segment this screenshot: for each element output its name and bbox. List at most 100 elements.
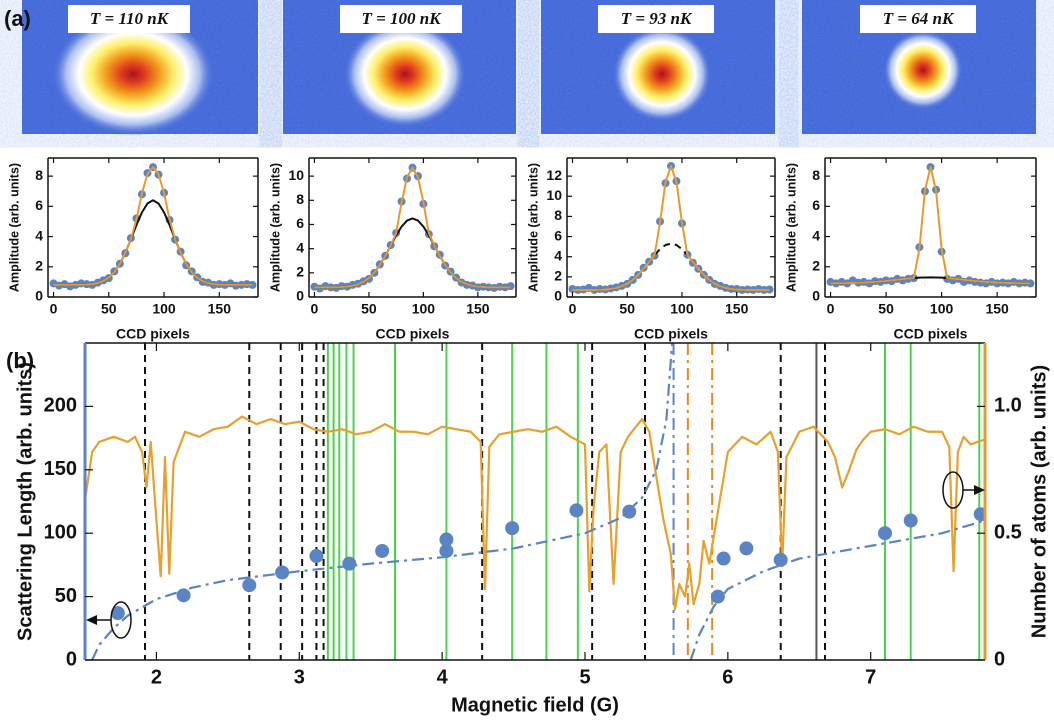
y2-axis-label: Number of atoms (arb. units) — [1028, 365, 1050, 638]
data-point — [375, 543, 390, 558]
plot-area — [85, 343, 985, 660]
x-tick-label: 0 — [827, 301, 835, 317]
chart: 2 3 4 5 6 7 0 50 100 150 200 0 0.5 1.0 Magnetic field … — [14, 342, 1050, 716]
data-point — [903, 513, 918, 528]
plot-area — [310, 163, 515, 293]
y-tick-label: 2 — [35, 257, 43, 273]
y-tick-label: 8 — [554, 207, 562, 223]
x-tick-label: 150 — [985, 301, 1009, 317]
y-tick-label: 0 — [812, 288, 820, 304]
x-axis-label: CCD pixels — [634, 326, 708, 342]
data-line — [53, 166, 253, 286]
data-point — [716, 551, 731, 566]
y-tick-label: 0 — [66, 648, 77, 670]
data-point — [242, 578, 257, 593]
data-line — [85, 415, 985, 611]
y-tick-label: 2 — [296, 264, 304, 280]
x-tick-label: 5 — [579, 666, 590, 688]
data-point — [506, 282, 515, 291]
y-tick-label: 4 — [35, 227, 43, 243]
image: T = 100 nK — [283, 0, 516, 134]
data-point — [505, 521, 520, 536]
y-tick-label: 6 — [554, 227, 562, 243]
y-tick-label: 2 — [554, 268, 562, 284]
x-tick-label: 150 — [466, 301, 490, 317]
data-point — [342, 556, 357, 571]
x-axis-label: CCD pixels — [116, 326, 190, 342]
x-tick-label: 100 — [670, 301, 694, 317]
y-tick-label: 0 — [35, 288, 43, 304]
data-line — [53, 199, 253, 286]
y-tick-label: 2 — [812, 257, 820, 273]
x-tick-label: 0 — [50, 301, 58, 317]
temperature-label: T = 100 nK — [361, 9, 442, 28]
y-tick-label: 50 — [55, 585, 77, 607]
y-axis-label: Amplitude (arb. units) — [526, 163, 540, 292]
data-line — [314, 217, 511, 289]
x-tick-label: 100 — [930, 301, 954, 317]
image: T = 64 nK — [802, 0, 1036, 134]
y-tick-label: 150 — [44, 458, 77, 480]
data-point — [622, 504, 637, 519]
data-point — [248, 280, 257, 289]
data-point — [878, 526, 892, 541]
data-point — [110, 606, 125, 621]
image: T = 93 nK — [541, 0, 775, 134]
chart: 0 50 100 150 0 2 4 6 8 10 12 CCD pixels Amplitude (a… — [526, 157, 776, 342]
y-tick-label: 100 — [44, 521, 77, 543]
x-axis-label: CCD pixels — [894, 326, 968, 342]
x-tick-label: 100 — [152, 301, 176, 317]
x-tick-label: 150 — [208, 301, 232, 317]
y2-tick-label: 0 — [994, 648, 1005, 670]
y-tick-label: 12 — [546, 167, 562, 183]
x-tick-label: 0 — [311, 301, 319, 317]
y-tick-label: 0 — [296, 288, 304, 304]
plot-area — [49, 163, 257, 291]
y-tick-label: 8 — [296, 191, 304, 207]
data-line — [314, 166, 511, 289]
y-axis-label: Scattering Length (arb. units) — [14, 362, 36, 641]
x-tick-label: 3 — [294, 666, 305, 688]
x-tick-label: 6 — [722, 666, 733, 688]
x-tick-label: 0 — [569, 301, 577, 317]
y-tick-label: 4 — [554, 247, 562, 263]
y-axis-label: Amplitude (arb. units) — [268, 163, 282, 292]
data-point — [439, 543, 454, 558]
x-tick-label: 50 — [101, 301, 117, 317]
y-tick-label: 6 — [35, 197, 43, 213]
x-tick-label: 100 — [412, 301, 436, 317]
data-point — [439, 532, 454, 547]
temperature-label: T = 64 nK — [883, 9, 955, 28]
data-line — [91, 343, 985, 660]
x-tick-label: 50 — [619, 301, 635, 317]
y2-tick-label: 0.5 — [994, 521, 1022, 543]
chart: 0 50 100 150 0 2 4 6 8 CCD pixels Amplitude (arb. … — [7, 157, 259, 342]
y-tick-label: 6 — [812, 197, 820, 213]
chart: 0 50 100 150 0 2 4 6 8 CCD pixels Amplitude (arb. … — [784, 157, 1037, 342]
data-point — [569, 503, 584, 518]
x-axis-label: Magnetic field (G) — [451, 694, 619, 716]
x-tick-label: 4 — [437, 666, 449, 688]
plot-area — [826, 163, 1035, 288]
data-point — [176, 588, 191, 603]
y-axis-label: Amplitude (arb. units) — [784, 163, 798, 292]
x-tick-label: 2 — [151, 666, 162, 688]
y-tick-label: 4 — [812, 227, 820, 243]
data-point — [773, 552, 788, 567]
data-point — [739, 541, 754, 556]
x-tick-label: 150 — [725, 301, 749, 317]
panel-label: (a) — [4, 6, 31, 31]
data-point — [309, 549, 324, 564]
data-point — [710, 589, 725, 604]
plot-area — [568, 162, 774, 294]
absorption-images: T = 110 nK T = 100 nK T = 93 nK T = 64 n… — [22, 0, 1036, 136]
y-tick-label: 0 — [554, 288, 562, 304]
y-tick-label: 8 — [35, 167, 43, 183]
data-point — [973, 507, 985, 522]
y-tick-label: 6 — [296, 215, 304, 231]
panel-label: (b) — [6, 348, 34, 373]
data-line — [572, 165, 770, 291]
annotations — [86, 471, 985, 639]
x-tick-label: 50 — [878, 301, 894, 317]
